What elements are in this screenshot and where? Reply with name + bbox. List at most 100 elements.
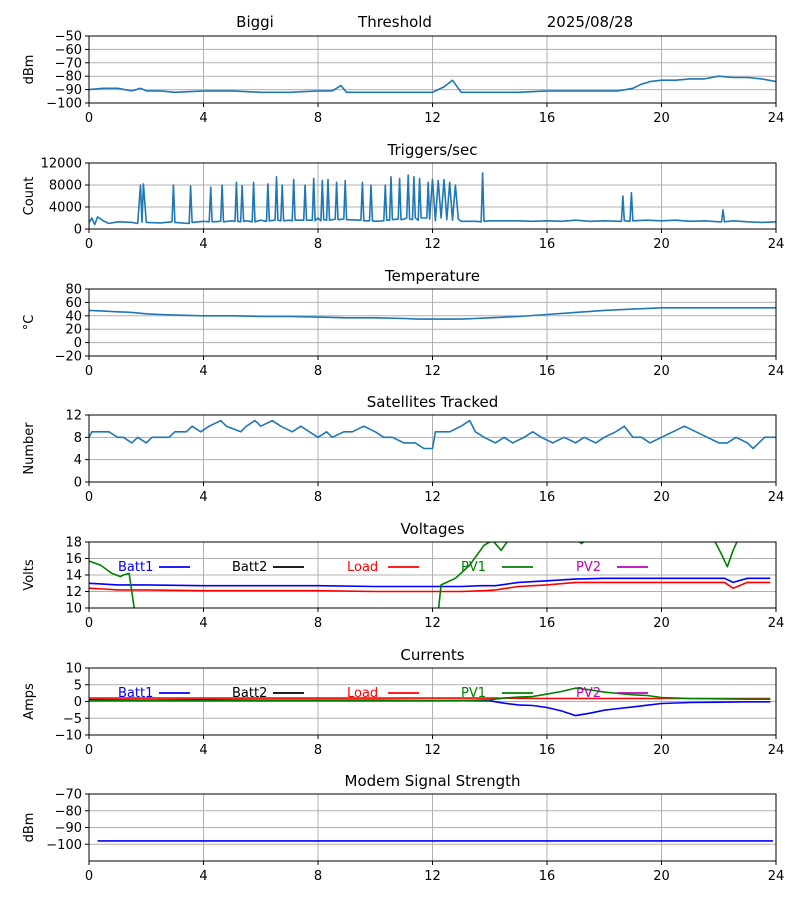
x-tick-label: 24	[768, 111, 785, 126]
series-line-batt1	[89, 577, 771, 588]
legend-label-pv1: PV1	[461, 686, 486, 701]
x-tick-label: 16	[539, 111, 556, 126]
x-tick-label: 12	[424, 869, 441, 884]
x-tick-label: 24	[768, 364, 785, 379]
x-tick-label: 20	[653, 743, 670, 758]
chart-panel: 0 4 8 12 16 20 24 0 4 8 12 Satellites Tracked Number	[22, 393, 784, 505]
y-tick-label: 0	[74, 476, 82, 491]
y-tick-label: −80	[55, 804, 82, 819]
chart-panel: 0 4 8 12 16 20 24 −10 −5 0 510 Currents Amps Batt1 Bat…	[22, 646, 784, 758]
x-tick-label: 16	[539, 237, 556, 252]
y-tick-label: 14	[65, 569, 82, 584]
series-line-pv1	[89, 542, 738, 608]
x-tick-label: 0	[85, 490, 93, 505]
x-tick-label: 24	[768, 743, 785, 758]
x-tick-label: 0	[85, 743, 93, 758]
y-tick-label: 8	[74, 431, 82, 446]
chart-title: Voltages	[400, 520, 464, 538]
x-tick-label: 20	[653, 237, 670, 252]
legend-label-batt2: Batt2	[232, 560, 267, 575]
legend-label-load: Load	[347, 686, 378, 701]
y-tick-label: −60	[55, 43, 82, 58]
x-tick-label: 16	[539, 490, 556, 505]
x-tick-label: 4	[199, 616, 207, 631]
y-tick-label: 12000	[41, 157, 82, 172]
y-axis-label: dBm	[22, 813, 37, 843]
y-axis-label: Count	[22, 177, 37, 216]
chart-title: Triggers/sec	[387, 141, 478, 159]
x-tick-label: 8	[314, 743, 322, 758]
series-line	[89, 172, 776, 226]
y-axis-label: Volts	[22, 559, 37, 591]
x-tick-label: 12	[424, 111, 441, 126]
y-tick-label: 4	[74, 453, 82, 468]
y-tick-label: −10	[55, 729, 82, 744]
header-station: Biggi	[236, 13, 274, 31]
y-tick-label: −70	[55, 56, 82, 71]
chart-panel: 0 4 8 12 16 20 24 −100−90−80−70−60−50 dBm	[22, 30, 784, 127]
legend-label-batt1: Batt1	[118, 686, 153, 701]
x-tick-label: 24	[768, 237, 785, 252]
y-tick-label: 8000	[49, 179, 82, 194]
x-tick-label: 8	[314, 111, 322, 126]
x-tick-label: 8	[314, 869, 322, 884]
x-tick-label: 0	[85, 111, 93, 126]
x-tick-label: 16	[539, 364, 556, 379]
x-tick-label: 24	[768, 869, 785, 884]
y-tick-label: −5	[63, 712, 82, 727]
chart-panel: 0 4 8 12 16 20 24 −100 −90 −80−70 Modem Signal Str…	[22, 772, 784, 884]
y-axis-label: Amps	[22, 683, 37, 720]
y-tick-label: 18	[65, 536, 82, 551]
x-tick-label: 24	[768, 490, 785, 505]
series-line	[89, 306, 776, 320]
y-tick-label: 80	[65, 283, 82, 298]
y-tick-label: −80	[55, 70, 82, 85]
series-line-load	[89, 581, 771, 593]
y-tick-label: −70	[55, 788, 82, 803]
x-tick-label: 8	[314, 364, 322, 379]
legend-label-pv2: PV2	[576, 686, 601, 701]
y-tick-label: 5	[74, 678, 82, 693]
x-tick-label: 12	[424, 616, 441, 631]
y-tick-label: 12	[65, 409, 82, 424]
x-tick-label: 16	[539, 869, 556, 884]
x-tick-label: 16	[539, 743, 556, 758]
y-axis-label: °C	[22, 315, 37, 331]
series-line	[89, 419, 776, 450]
x-tick-label: 4	[199, 237, 207, 252]
chart-title: Currents	[400, 646, 464, 664]
y-tick-label: −50	[55, 30, 82, 45]
y-tick-label: −90	[55, 821, 82, 836]
legend-label-batt2: Batt2	[232, 686, 267, 701]
x-tick-label: 16	[539, 616, 556, 631]
x-tick-label: 8	[314, 490, 322, 505]
y-tick-label: −20	[55, 350, 82, 365]
y-tick-label: 0	[74, 336, 82, 351]
y-tick-label: −100	[46, 97, 82, 112]
x-tick-label: 0	[85, 616, 93, 631]
y-tick-label: 40	[65, 309, 82, 324]
x-tick-label: 24	[768, 616, 785, 631]
header-label: Threshold	[357, 13, 432, 31]
chart-title: Temperature	[384, 267, 480, 285]
y-tick-label: 10	[65, 662, 82, 677]
x-tick-label: 20	[653, 869, 670, 884]
x-tick-label: 4	[199, 490, 207, 505]
x-tick-label: 12	[424, 364, 441, 379]
chart-title: Satellites Tracked	[367, 393, 498, 411]
x-tick-label: 20	[653, 616, 670, 631]
x-tick-label: 4	[199, 364, 207, 379]
x-tick-label: 20	[653, 364, 670, 379]
header-date: 2025/08/28	[547, 13, 633, 31]
chart-panel: 0 4 8 12 16 20 24 0 4000 8000 12000 Triggers/sec Cou…	[22, 141, 784, 252]
y-tick-label: 4000	[49, 201, 82, 216]
y-tick-label: 20	[65, 323, 82, 338]
y-axis-label: Number	[22, 422, 37, 475]
y-tick-label: 16	[65, 552, 82, 567]
legend-label-pv2: PV2	[576, 560, 601, 575]
x-tick-label: 20	[653, 490, 670, 505]
